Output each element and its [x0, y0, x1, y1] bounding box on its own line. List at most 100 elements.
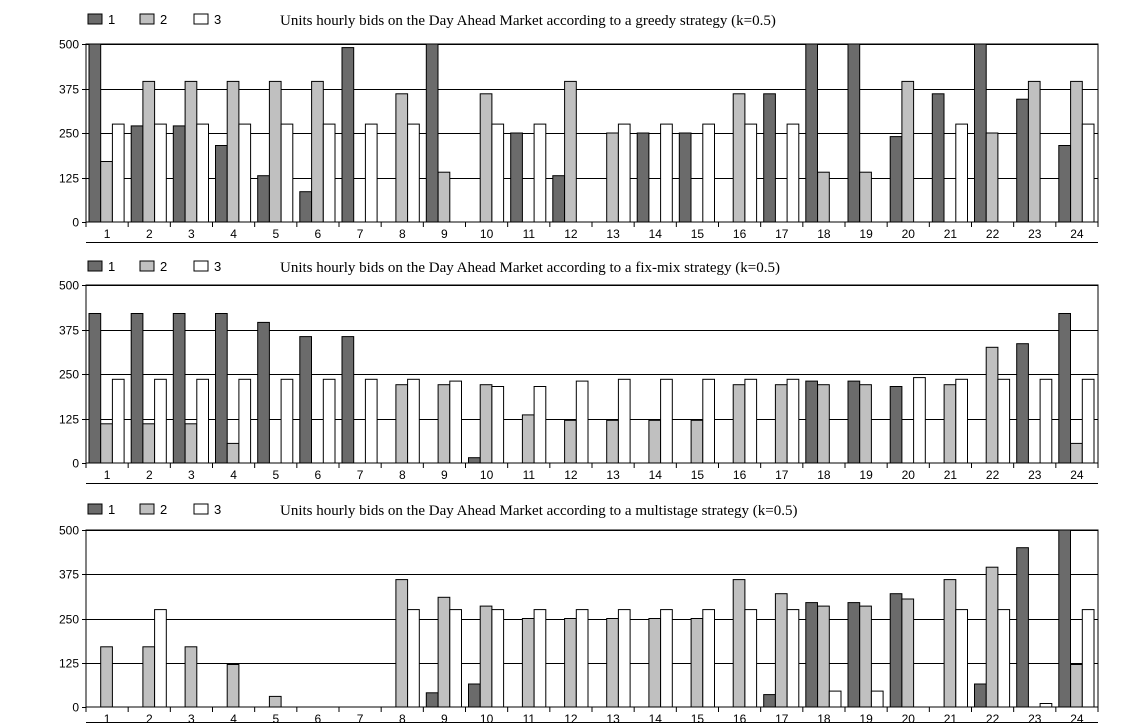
bar-series-2-hour-15 [690, 618, 704, 708]
bar-series-2-hour-11 [521, 414, 535, 464]
bar-series-2-hour-8 [395, 579, 409, 708]
bar-series-1-hour-19 [847, 380, 861, 464]
x-tick-label: 20 [902, 227, 916, 241]
bar-series-2-hour-14 [648, 618, 662, 708]
bar-series-2-hour-13 [606, 419, 619, 464]
y-tick-label: 125 [59, 657, 79, 671]
x-tick-label: 24 [1070, 227, 1084, 241]
bar-series-3-hour-2 [154, 609, 167, 708]
bar-series-2-hour-4 [226, 664, 240, 708]
bar-series-1-hour-20 [889, 593, 903, 708]
bar-series-2-hour-17 [774, 384, 788, 464]
y-tick-label: 250 [59, 127, 79, 141]
x-tick-label: 22 [986, 227, 1000, 241]
x-tick-label: 12 [564, 227, 578, 241]
legend-label-series-2: 2 [160, 502, 167, 517]
x-tick-label: 18 [817, 712, 831, 723]
x-tick-label: 4 [230, 712, 237, 723]
bar-series-3-hour-13 [617, 609, 631, 708]
chart-panel-3: 1 2 3 Units hourly bids on the Day Ahead Ma… [59, 502, 1099, 723]
bar-series-1-hour-4 [215, 313, 228, 464]
bar-series-3-hour-18 [828, 690, 842, 708]
bar-series-1-hour-6 [299, 191, 312, 223]
bar-series-2-hour-20 [901, 598, 915, 708]
bar-series-3-hour-8 [407, 123, 420, 223]
legend-label-series-3: 3 [214, 259, 221, 274]
bar-series-3-hour-24 [1081, 123, 1095, 223]
bar-series-2-hour-14 [648, 419, 662, 464]
bar-series-2-hour-2 [142, 80, 156, 223]
bar-series-1-hour-2 [130, 313, 144, 464]
bar-series-3-hour-4 [238, 123, 252, 223]
bar-series-3-hour-3 [196, 378, 210, 464]
bar-series-1-hour-22 [974, 43, 987, 223]
x-tick-label: 15 [691, 468, 705, 482]
x-tick-label: 16 [733, 227, 747, 241]
x-tick-label: 22 [986, 468, 1000, 482]
bar-series-1-hour-5 [257, 175, 270, 223]
bar-series-3-hour-3 [196, 123, 210, 223]
bar-series-1-hour-1 [88, 43, 102, 223]
y-tick-label: 375 [59, 324, 79, 338]
x-tick-label: 9 [441, 468, 448, 482]
bar-series-1-hour-6 [299, 336, 312, 464]
legend-swatch-series-2 [139, 13, 155, 25]
x-tick-label: 13 [606, 468, 620, 482]
bar-series-3-hour-14 [660, 609, 673, 708]
bar-series-3-hour-24 [1081, 609, 1095, 708]
bar-series-2-hour-18 [817, 605, 830, 708]
bar-series-1-hour-23 [1016, 343, 1029, 464]
bar-series-3-hour-11 [533, 386, 547, 464]
legend-label-series-2: 2 [160, 259, 167, 274]
bar-series-3-hour-8 [407, 609, 420, 708]
x-tick-label: 7 [357, 712, 364, 723]
bar-series-1-hour-18 [805, 602, 818, 708]
x-tick-label: 6 [315, 712, 322, 723]
bar-series-3-hour-19 [870, 690, 884, 708]
bar-series-3-hour-7 [364, 378, 378, 464]
x-tick-label: 1 [104, 712, 111, 723]
bar-series-1-hour-20 [889, 136, 903, 223]
bar-series-3-hour-10 [491, 123, 505, 223]
x-tick-label: 5 [272, 468, 279, 482]
bar-series-1-hour-14 [636, 132, 650, 223]
bar-series-1-hour-23 [1016, 98, 1029, 223]
bar-series-2-hour-9 [437, 384, 451, 464]
x-tick-label: 18 [817, 227, 831, 241]
x-tick-label: 11 [523, 712, 536, 723]
x-tick-label: 11 [523, 227, 536, 241]
x-tick-label: 3 [188, 712, 195, 723]
y-tick-label: 500 [59, 524, 79, 538]
x-tick-label: 10 [480, 227, 494, 241]
bar-series-2-hour-10 [479, 605, 493, 708]
bar-series-2-hour-5 [268, 80, 282, 223]
bar-series-2-hour-1 [100, 161, 113, 223]
bar-series-2-hour-10 [479, 384, 493, 464]
bar-series-3-hour-9 [449, 609, 462, 708]
bar-series-2-hour-17 [774, 593, 788, 708]
bar-series-1-hour-18 [805, 380, 818, 464]
y-tick-label: 125 [59, 172, 79, 186]
bar-series-1-hour-10 [468, 683, 481, 708]
x-tick-label: 8 [399, 468, 406, 482]
legend-label-series-1: 1 [108, 502, 115, 517]
bar-series-2-hour-8 [395, 93, 409, 223]
x-tick-label: 21 [944, 468, 958, 482]
bar-series-1-hour-12 [552, 175, 565, 223]
x-tick-label: 19 [859, 468, 873, 482]
x-tick-label: 10 [480, 468, 494, 482]
bar-series-3-hour-2 [154, 123, 167, 223]
bar-series-1-hour-15 [678, 132, 692, 223]
x-tick-label: 17 [775, 712, 789, 723]
bar-series-2-hour-16 [732, 384, 746, 464]
legend-swatch-series-1 [87, 260, 103, 272]
y-tick-label: 0 [72, 701, 79, 715]
bar-series-1-hour-24 [1058, 529, 1072, 708]
bar-series-3-hour-22 [997, 609, 1011, 708]
bar-series-2-hour-22 [985, 566, 999, 708]
legend-swatch-series-1 [87, 503, 103, 515]
x-tick-label: 19 [859, 227, 873, 241]
y-tick-label: 250 [59, 368, 79, 382]
x-tick-label: 22 [986, 712, 1000, 723]
x-tick-label: 15 [691, 712, 705, 723]
